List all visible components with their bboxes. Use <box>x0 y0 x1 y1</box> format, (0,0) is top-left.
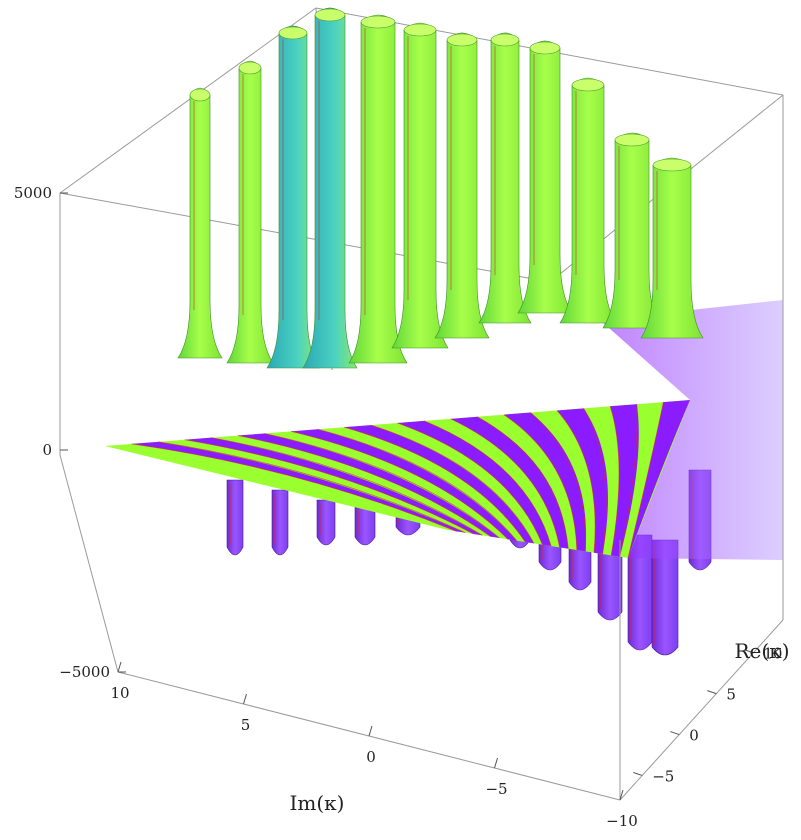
positive-spike <box>640 157 704 339</box>
re-tick-label: 10 <box>763 645 782 663</box>
negative-spike <box>354 504 376 546</box>
spike-cap <box>403 23 437 37</box>
im-axis-title: Im(κ) <box>290 791 345 815</box>
z-tick-label: 0 <box>42 441 52 459</box>
positive-spike <box>434 32 490 339</box>
spike-cap <box>189 88 211 102</box>
mesh-line <box>344 426 526 543</box>
re-axis-title: Re(κ) <box>735 639 790 663</box>
positive-spike <box>177 87 223 359</box>
im-tick-label: 10 <box>110 684 129 702</box>
mesh-line <box>450 418 561 548</box>
mesh-line <box>237 435 492 538</box>
positive-spike <box>226 60 274 364</box>
z-tick-label: −5000 <box>59 663 110 681</box>
positive-spike <box>266 25 320 369</box>
plane-band <box>450 416 569 549</box>
positive-spike <box>302 7 358 369</box>
positive-spikes-group <box>177 7 704 369</box>
negative-spike <box>651 539 679 656</box>
im-tick-label: −10 <box>606 812 638 830</box>
mesh-line <box>184 439 474 535</box>
spike-cap <box>490 33 520 47</box>
im-tick-label: 5 <box>241 716 251 734</box>
mesh-line <box>583 408 607 555</box>
mesh-line <box>423 420 552 547</box>
spike-cap <box>614 133 650 147</box>
plane-band <box>503 412 587 552</box>
z-axis-ticks: 5000 0 −5000 <box>14 184 126 681</box>
mesh-line <box>264 433 500 539</box>
positive-spike <box>517 40 573 314</box>
mesh-line <box>291 430 509 540</box>
spike-cap <box>571 78 605 92</box>
positive-spike <box>559 77 617 324</box>
im-tick-label: −5 <box>485 780 507 798</box>
re-tick-label: −5 <box>652 767 674 785</box>
spike-cap <box>529 41 561 55</box>
surface-plane <box>105 300 783 560</box>
mesh-line <box>397 422 543 545</box>
negative-spike <box>271 489 289 556</box>
mesh-line <box>131 443 457 532</box>
plane-fade <box>600 300 783 560</box>
mesh-line <box>503 414 578 551</box>
z-tick-label: 5000 <box>14 184 52 202</box>
re-tick-label: 0 <box>689 727 699 745</box>
mesh-line <box>477 416 569 549</box>
negative-spike <box>226 479 244 556</box>
mesh-line <box>556 410 596 553</box>
mesh-line <box>619 404 638 557</box>
plane-band <box>610 404 639 557</box>
positive-spike <box>478 32 532 324</box>
mesh-line <box>627 402 664 559</box>
spike-cap <box>238 61 262 75</box>
spike-cap <box>278 26 308 40</box>
mesh-line <box>211 437 483 536</box>
spike-cap <box>652 158 692 172</box>
positive-spike <box>348 14 408 364</box>
im-tick-label: 0 <box>366 748 376 766</box>
mesh-line <box>609 406 620 556</box>
mesh-line <box>370 424 535 544</box>
mesh-line <box>158 441 466 534</box>
positive-spike <box>391 22 449 349</box>
spike-cap <box>314 8 346 22</box>
mesh-line <box>317 428 518 541</box>
mesh-line <box>530 412 586 552</box>
im-axis-ticks: 10 5 0 −5 −10 <box>110 661 638 830</box>
re-tick-label: 5 <box>726 686 736 704</box>
plane-band <box>628 400 690 558</box>
re-axis-ticks: −5 0 5 10 <box>633 645 782 785</box>
spike-cap <box>446 33 478 47</box>
negative-spike <box>316 499 336 546</box>
spike-cap <box>360 15 396 29</box>
